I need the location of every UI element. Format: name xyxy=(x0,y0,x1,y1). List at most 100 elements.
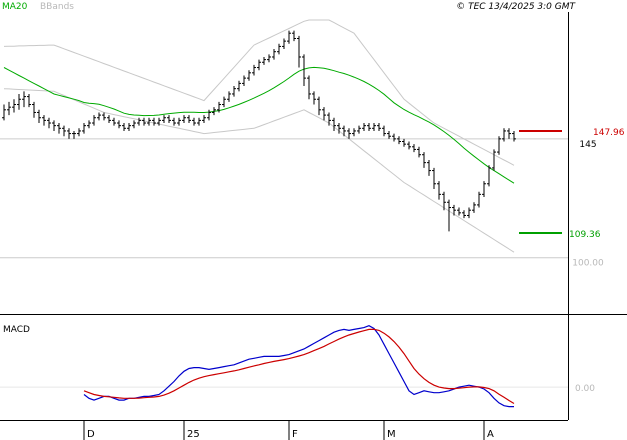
ohlc-bar xyxy=(27,93,31,108)
ohlc-bar xyxy=(392,133,396,142)
ohlc-bar xyxy=(357,125,361,134)
legend-ma20: MA20 xyxy=(2,2,28,12)
ohlc-bar xyxy=(387,130,391,139)
ohlc-bar xyxy=(142,117,146,126)
macd-line xyxy=(83,325,514,408)
ohlc-bar xyxy=(192,117,196,126)
ohlc-bar xyxy=(507,128,511,139)
price-axis-label: 100.00 xyxy=(572,259,604,269)
ohlc-bar xyxy=(452,204,456,216)
ohlc-bar xyxy=(112,117,116,126)
ohlc-bar xyxy=(182,115,186,124)
ohlc-bar xyxy=(252,64,256,76)
price-grid: 145 100.00 xyxy=(0,138,604,269)
ohlc-bar xyxy=(382,125,386,137)
ma20-line xyxy=(3,66,515,184)
ohlc-bar xyxy=(137,117,141,126)
ohlc-bar xyxy=(117,120,121,129)
ohlc-bars xyxy=(2,30,516,232)
ohlc-bar xyxy=(42,115,46,126)
ohlc-bar xyxy=(377,123,381,131)
macd-title: MACD xyxy=(3,325,30,335)
ohlc-bar xyxy=(122,123,126,131)
ohlc-bar xyxy=(202,115,206,124)
ohlc-bar xyxy=(227,91,231,102)
ohlc-bar xyxy=(457,207,461,216)
ohlc-bar xyxy=(512,130,516,142)
ohlc-bar xyxy=(92,115,96,126)
ohlc-bar xyxy=(437,181,441,200)
ohlc-bar xyxy=(282,38,286,50)
ohlc-bar xyxy=(277,43,281,55)
ohlc-bar xyxy=(147,117,151,126)
ohlc-bar xyxy=(212,107,216,116)
ohlc-bar xyxy=(107,115,111,124)
ohlc-bar xyxy=(462,210,466,219)
x-axis-labels: D 25 F M A xyxy=(83,420,494,440)
ohlc-bar xyxy=(187,115,191,124)
ohlc-bar xyxy=(342,125,346,137)
ohlc-bar xyxy=(247,70,251,81)
ohlc-bar xyxy=(492,149,496,171)
ohlc-bar xyxy=(487,165,491,187)
ohlc-bar xyxy=(417,146,421,158)
ohlc-bar xyxy=(427,160,431,176)
ohlc-bar xyxy=(302,54,306,87)
ohlc-bar xyxy=(152,117,156,126)
ohlc-bar xyxy=(47,117,51,129)
ohlc-bar xyxy=(347,128,351,139)
ohlc-bar xyxy=(32,101,36,118)
ohlc-bar xyxy=(22,91,26,108)
ohlc-bar xyxy=(337,123,341,134)
ohlc-bar xyxy=(472,202,476,213)
ohlc-bar xyxy=(447,199,451,232)
ohlc-bar xyxy=(292,30,296,42)
macd-signal-line xyxy=(83,328,515,405)
ohlc-bar xyxy=(402,138,406,147)
ohlc-bar xyxy=(477,191,481,208)
ohlc-bar xyxy=(82,123,86,134)
ohlc-bar xyxy=(57,123,61,134)
macd-zero-label: 0.00 xyxy=(575,384,595,394)
ohlc-bar xyxy=(37,109,41,124)
ohlc-bar xyxy=(157,117,161,126)
ohlc-bar xyxy=(332,117,336,131)
ohlc-bar xyxy=(207,109,211,121)
ohlc-bar xyxy=(162,115,166,124)
ohlc-bar xyxy=(352,128,356,137)
ohlc-bar xyxy=(197,117,201,126)
x-axis-label: D xyxy=(87,429,95,440)
ohlc-bar xyxy=(12,99,16,113)
ohlc-bar xyxy=(172,117,176,126)
ohlc-bar xyxy=(217,101,221,113)
ohlc-bar xyxy=(222,96,226,108)
ohlc-bar xyxy=(372,123,376,131)
ohlc-bar xyxy=(322,107,326,121)
ohlc-bar xyxy=(232,86,236,97)
ohlc-bar xyxy=(97,112,101,121)
x-axis-label: A xyxy=(487,429,494,440)
ohlc-bar xyxy=(482,181,486,197)
ohlc-bar xyxy=(17,93,21,110)
ohlc-bar xyxy=(327,112,331,126)
ohlc-bar xyxy=(367,123,371,131)
ohlc-bar xyxy=(177,117,181,126)
ohlc-bar xyxy=(467,207,471,219)
bbands-lower-line xyxy=(3,88,515,253)
ohlc-bar xyxy=(127,123,131,131)
ohlc-bar xyxy=(422,152,426,168)
bbands-upper-line xyxy=(3,19,515,166)
ohlc-bar xyxy=(102,112,106,121)
ohlc-bar xyxy=(442,191,446,211)
ohlc-bar xyxy=(2,104,6,121)
price-axis-label: 145 xyxy=(579,140,596,150)
legend-bbands: BBands xyxy=(40,2,74,12)
ohlc-bar xyxy=(432,167,436,190)
ohlc-bar xyxy=(307,75,311,100)
ohlc-bar xyxy=(242,75,246,87)
ohlc-bar xyxy=(297,35,301,68)
ohlc-bar xyxy=(77,128,81,137)
ohlc-bar xyxy=(497,136,501,155)
ohlc-bar xyxy=(132,120,136,129)
